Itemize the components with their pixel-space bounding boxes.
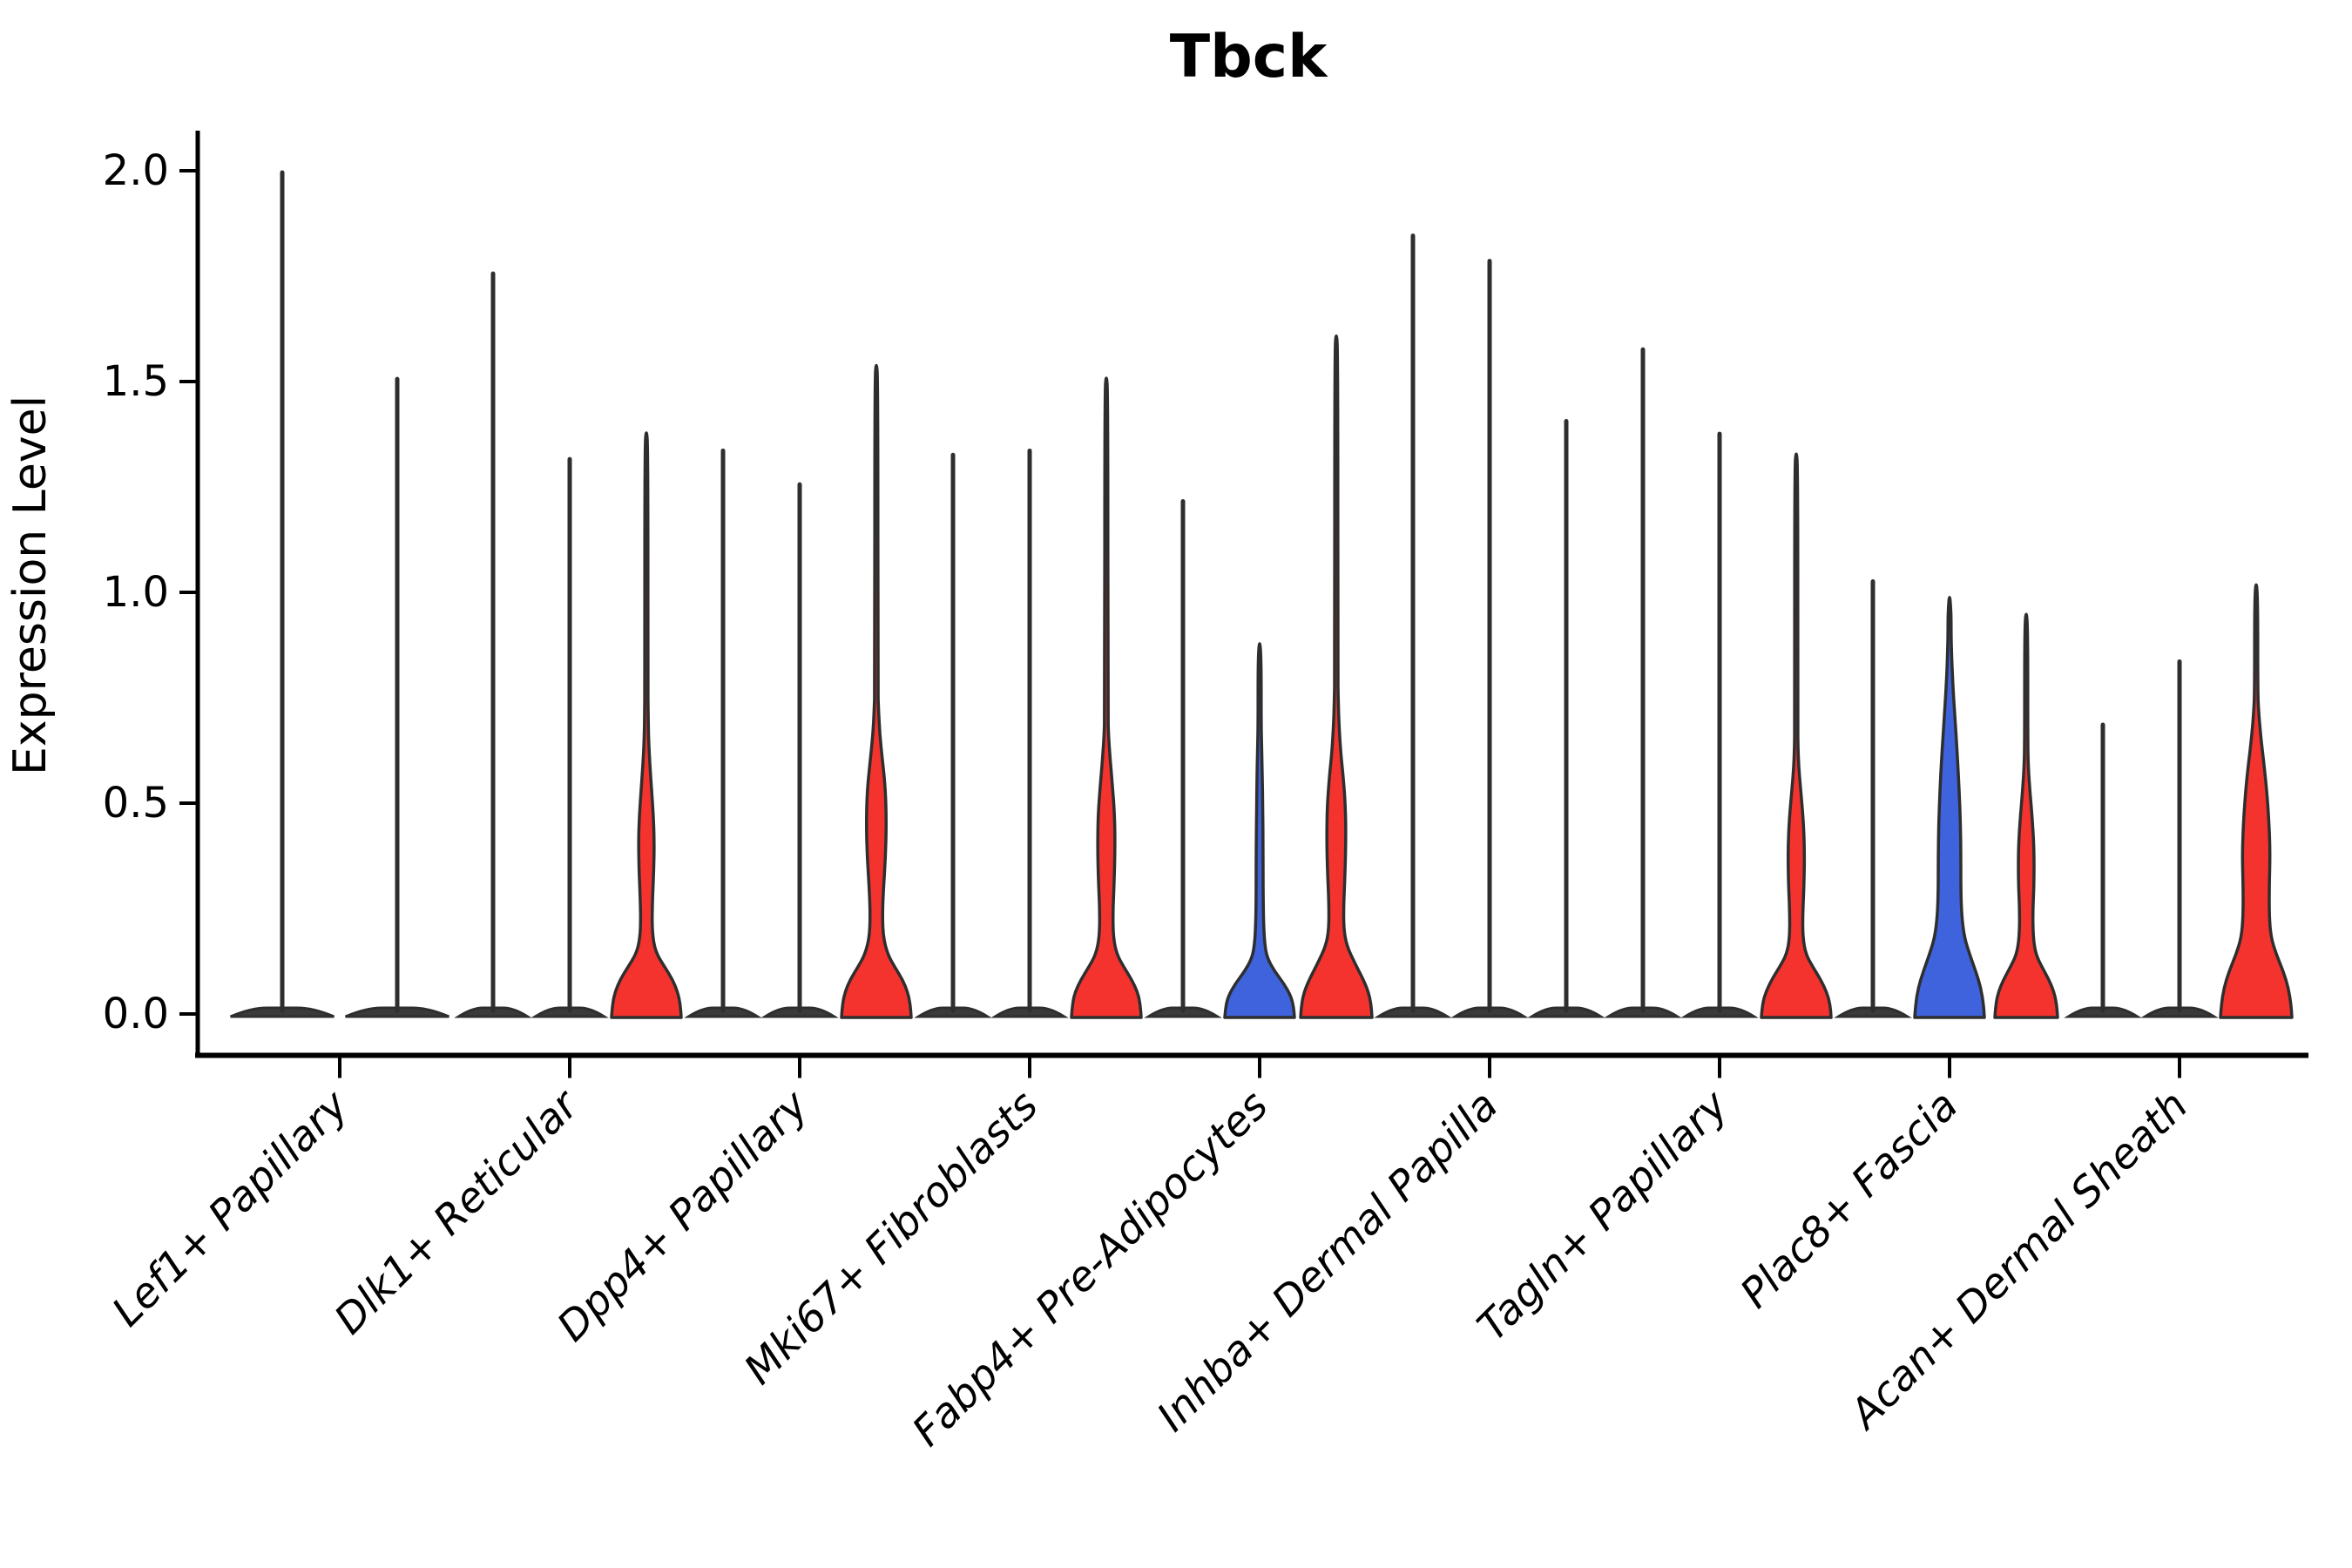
x-tick-label: Plac8+ Fascia bbox=[1731, 1082, 1967, 1318]
violin-6-2 bbox=[1450, 259, 1529, 1018]
violin-2-3 bbox=[610, 431, 683, 1019]
violin-9-3 bbox=[2219, 583, 2294, 1019]
violin-4-3 bbox=[1070, 376, 1143, 1019]
violin-8-3 bbox=[1993, 612, 2059, 1019]
x-tick-label: Lef1+ Papillary bbox=[103, 1081, 358, 1336]
violin-7-1 bbox=[1604, 347, 1682, 1018]
violin-9-2 bbox=[2140, 659, 2219, 1018]
violin-5-1 bbox=[1144, 499, 1222, 1018]
x-tick-label: Tagln+ Papillary bbox=[1469, 1081, 1739, 1351]
y-tick-label: 1.5 bbox=[103, 357, 169, 406]
violin-8-1 bbox=[1834, 578, 1912, 1018]
violin-9-1 bbox=[2064, 722, 2142, 1018]
y-tick-label: 1.0 bbox=[103, 568, 169, 617]
violin-5-3 bbox=[1299, 335, 1374, 1019]
violin-body-red bbox=[840, 363, 913, 1019]
violin-body-red bbox=[1760, 452, 1833, 1019]
violin-2-1 bbox=[454, 271, 532, 1018]
violin-2-2 bbox=[531, 456, 609, 1018]
axes bbox=[179, 131, 2308, 1078]
chart-title: Tbck bbox=[1170, 23, 1328, 91]
violin-8-2 bbox=[1913, 596, 1986, 1019]
violin-4-1 bbox=[914, 452, 992, 1018]
x-tick-label: Dpp4+ Papillary bbox=[548, 1081, 818, 1351]
violin-6-3 bbox=[1527, 419, 1605, 1018]
violin-body-blue bbox=[1913, 596, 1986, 1019]
y-tick-label: 0.5 bbox=[103, 779, 169, 828]
violin-body-blue bbox=[1223, 642, 1296, 1019]
violin-body-red bbox=[2219, 583, 2294, 1019]
violin-7-3 bbox=[1760, 452, 1833, 1019]
violin-7-2 bbox=[1680, 431, 1759, 1018]
violins-layer bbox=[230, 170, 2294, 1019]
violin-5-2 bbox=[1223, 642, 1296, 1019]
violin-1-1 bbox=[230, 170, 335, 1018]
violin-body-red bbox=[1070, 376, 1143, 1019]
violin-1-2 bbox=[345, 376, 449, 1018]
violin-3-1 bbox=[684, 448, 762, 1018]
y-axis-label: Expression Level bbox=[4, 395, 57, 775]
violin-body-red bbox=[1993, 612, 2059, 1019]
x-tick-label: Dlk1+ Reticular bbox=[326, 1080, 590, 1344]
violin-6-1 bbox=[1374, 233, 1452, 1018]
y-tick-label: 2.0 bbox=[103, 146, 169, 195]
violin-4-2 bbox=[990, 448, 1069, 1018]
violin-3-2 bbox=[760, 482, 839, 1018]
y-tick-label: 0.0 bbox=[103, 990, 169, 1038]
violin-body-red bbox=[610, 431, 683, 1019]
violin-body-red bbox=[1299, 335, 1374, 1019]
violin-3-3 bbox=[840, 363, 913, 1019]
